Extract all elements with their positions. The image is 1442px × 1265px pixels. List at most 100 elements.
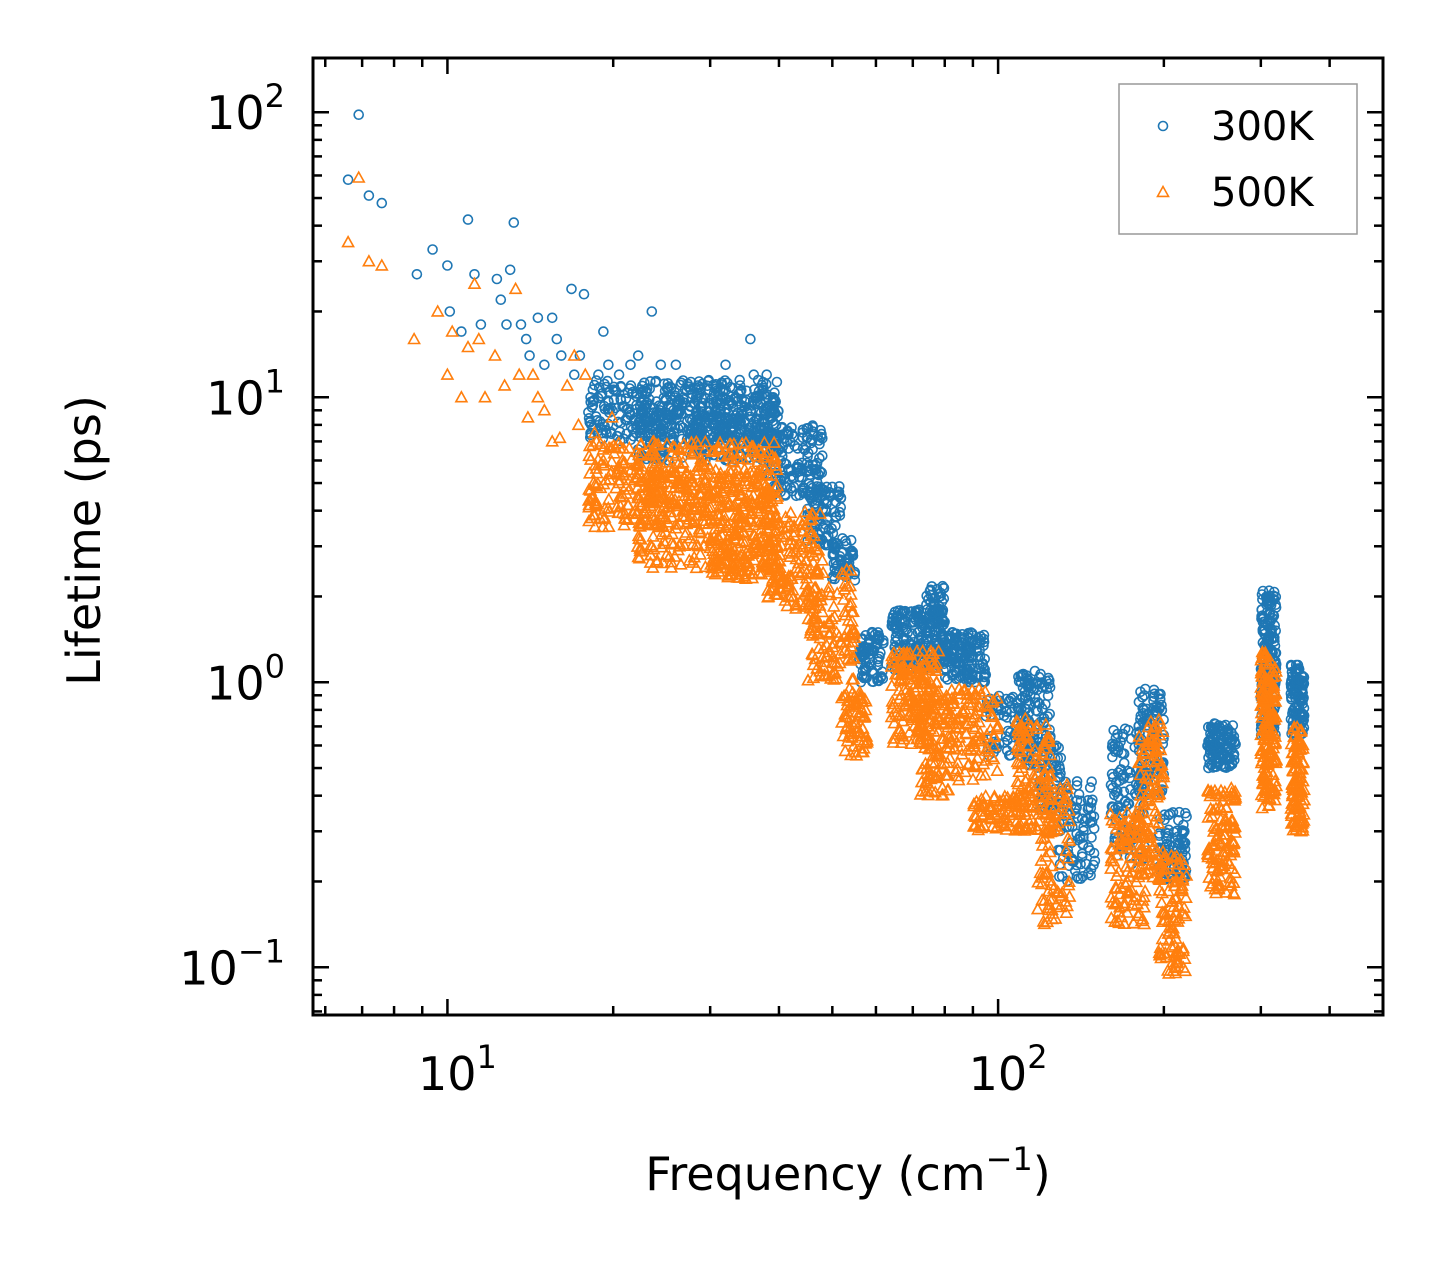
data-point	[1117, 728, 1129, 740]
data-point	[1210, 761, 1221, 772]
data-point	[1043, 747, 1058, 761]
data-point	[747, 553, 762, 566]
data-point	[972, 715, 987, 728]
data-point	[612, 473, 626, 486]
data-point	[897, 694, 912, 707]
data-point	[1149, 754, 1164, 767]
data-point	[1205, 809, 1220, 822]
data-point	[631, 528, 646, 542]
data-point	[674, 395, 686, 406]
data-point	[805, 506, 819, 520]
data-point	[602, 472, 617, 485]
data-point	[646, 306, 658, 317]
data-point	[1132, 838, 1147, 851]
data-point	[617, 401, 628, 412]
data-point	[709, 491, 723, 504]
data-point	[741, 406, 753, 418]
data-point	[798, 504, 812, 518]
data-point	[501, 319, 512, 330]
data-point	[1107, 771, 1119, 783]
data-point	[1086, 776, 1097, 788]
data-point	[894, 687, 909, 701]
data-point	[720, 394, 731, 406]
data-point	[900, 688, 915, 702]
data-point	[838, 604, 852, 618]
data-point	[827, 609, 842, 622]
data-point	[997, 805, 1011, 818]
data-point	[1210, 821, 1224, 835]
data-point	[1121, 800, 1132, 812]
data-point	[1019, 727, 1034, 740]
data-point	[757, 485, 772, 499]
data-point	[708, 521, 723, 535]
data-point	[789, 597, 804, 610]
data-point	[928, 690, 943, 703]
data-point	[669, 521, 683, 534]
data-point	[697, 466, 712, 480]
data-point	[689, 434, 704, 448]
data-point	[1297, 687, 1308, 699]
data-point	[588, 477, 602, 491]
data-point	[376, 197, 388, 209]
data-point	[924, 702, 938, 715]
data-point	[776, 521, 791, 534]
data-point	[1132, 844, 1146, 857]
data-point	[859, 649, 871, 661]
data-point	[1169, 905, 1184, 918]
data-point	[707, 469, 722, 483]
data-point	[342, 174, 354, 185]
data-point	[1178, 963, 1193, 977]
data-point	[462, 214, 474, 225]
data-point	[1011, 721, 1026, 735]
data-point	[1214, 749, 1225, 761]
data-point	[508, 217, 520, 228]
data-point	[970, 750, 985, 764]
data-point	[1133, 788, 1148, 801]
data-point	[582, 448, 596, 462]
data-point	[887, 655, 901, 669]
data-point	[650, 453, 664, 467]
data-point	[668, 428, 680, 439]
data-point	[624, 383, 636, 394]
data-point	[1024, 719, 1039, 732]
data-point	[720, 536, 734, 550]
data-point	[603, 387, 615, 398]
data-point	[689, 467, 704, 480]
data-point	[602, 504, 617, 517]
data-point	[756, 477, 771, 490]
data-point	[1036, 703, 1048, 714]
data-point	[1028, 800, 1043, 813]
data-point	[1268, 685, 1282, 698]
data-point	[637, 506, 652, 519]
data-point	[951, 755, 965, 769]
data-point	[456, 326, 467, 337]
data-point	[1110, 848, 1124, 861]
data-point	[636, 472, 651, 486]
data-point	[801, 673, 815, 686]
data-point	[951, 773, 966, 786]
data-point	[871, 638, 882, 650]
data-point	[885, 694, 900, 707]
data-point	[1224, 878, 1238, 891]
data-point	[826, 636, 841, 649]
data-point	[495, 294, 507, 306]
data-point	[899, 662, 913, 675]
data-point	[813, 485, 824, 497]
data-point	[1153, 716, 1168, 729]
data-point	[1051, 806, 1065, 820]
data-point	[857, 691, 872, 705]
data-point	[913, 659, 928, 673]
data-point	[1114, 833, 1129, 847]
data-point	[750, 500, 764, 514]
data-point	[582, 500, 596, 513]
data-point	[1077, 848, 1088, 860]
data-point	[1153, 940, 1168, 954]
data-point	[1156, 868, 1170, 881]
data-point	[763, 551, 777, 564]
data-point	[613, 369, 625, 381]
data-point	[878, 637, 889, 649]
data-point	[1263, 595, 1275, 607]
data-point	[1179, 837, 1191, 849]
data-point	[1137, 778, 1152, 792]
data-point	[830, 511, 842, 522]
